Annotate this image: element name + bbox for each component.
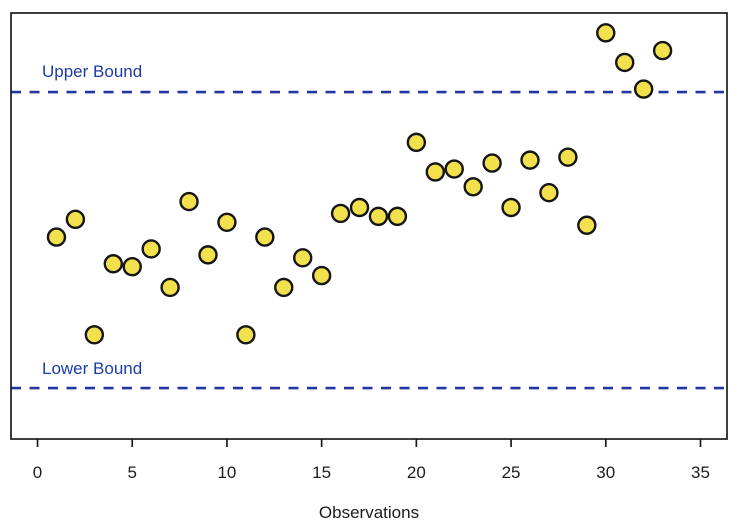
x-axis-title: Observations	[319, 503, 419, 522]
lower-bound-label: Lower Bound	[42, 359, 142, 378]
data-point	[84, 325, 105, 345]
data-point	[141, 239, 161, 259]
x-tick-label: 30	[596, 463, 615, 482]
data-point	[444, 159, 464, 179]
data-point	[65, 209, 86, 230]
data-point	[368, 206, 389, 227]
plot-border	[10, 12, 728, 440]
data-point	[293, 248, 313, 268]
x-tick-label: 20	[407, 463, 426, 482]
upper-bound-label: Upper Bound	[42, 62, 142, 81]
data-point	[330, 203, 351, 224]
data-point	[179, 191, 199, 212]
data-point	[482, 153, 502, 173]
data-point	[539, 182, 559, 203]
x-tick-label: 15	[312, 463, 331, 482]
data-point	[160, 277, 180, 298]
data-point	[520, 150, 540, 170]
data-point	[501, 197, 521, 218]
data-point	[311, 265, 332, 286]
data-point	[387, 206, 408, 227]
x-tick-label: 5	[127, 463, 136, 482]
data-points	[46, 23, 673, 345]
data-point	[236, 325, 256, 345]
data-point	[217, 212, 237, 232]
data-point	[558, 147, 578, 167]
x-tick-label: 25	[502, 463, 521, 482]
data-point	[122, 257, 142, 277]
data-point	[615, 52, 635, 73]
data-point	[349, 197, 370, 218]
bound-lines	[11, 90, 727, 390]
data-point	[255, 227, 275, 247]
data-point	[274, 277, 294, 298]
data-point	[406, 132, 427, 153]
data-point	[633, 79, 654, 99]
data-point	[652, 40, 673, 61]
data-point	[577, 215, 597, 235]
data-point	[198, 245, 218, 265]
data-point	[425, 162, 445, 182]
data-point	[463, 177, 483, 197]
x-tick-label: 35	[691, 463, 710, 482]
data-point	[103, 254, 123, 274]
x-tick-label: 10	[217, 463, 236, 482]
data-point	[46, 227, 67, 247]
data-point	[596, 23, 616, 43]
x-tick-label: 0	[33, 463, 42, 482]
x-axis: 0 5 10 15 20 25 30 35	[33, 439, 710, 482]
